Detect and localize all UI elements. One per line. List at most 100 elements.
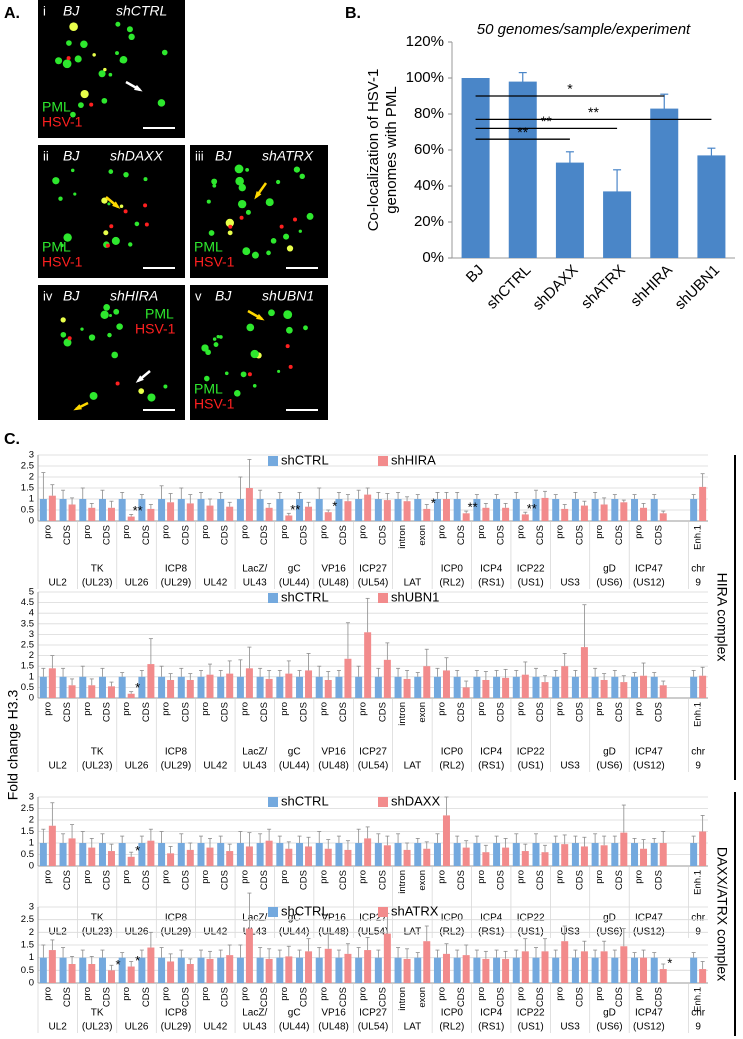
channel-label: PML xyxy=(194,381,223,397)
bar xyxy=(197,843,205,866)
bar xyxy=(364,494,372,521)
group-label: (US1) xyxy=(518,1022,544,1033)
group-label: UL2 xyxy=(49,1022,68,1033)
group-label: (UL44) xyxy=(279,578,310,589)
group-label: ICP8 xyxy=(165,1008,188,1019)
group-label: (US1) xyxy=(518,761,544,772)
bar xyxy=(245,488,253,521)
bar xyxy=(552,499,560,521)
x-tick-label: pro xyxy=(436,702,447,716)
bar xyxy=(659,513,667,521)
x-tick-label: exon xyxy=(417,702,428,723)
x-tick-label: pro xyxy=(121,525,132,539)
x-tick-label: CDS xyxy=(653,702,664,722)
group-label: ICP22 xyxy=(517,564,545,575)
x-tick-label: pro xyxy=(555,987,566,1001)
bar xyxy=(315,676,323,698)
group-label: ICP27 xyxy=(359,913,387,924)
bar xyxy=(138,499,146,521)
panel-numeral: i xyxy=(43,3,46,18)
bar xyxy=(561,508,569,521)
x-tick-label: CDS xyxy=(259,702,270,722)
bar xyxy=(217,843,225,866)
bar xyxy=(305,951,313,983)
pml-body xyxy=(119,204,124,209)
x-tick-label: pro xyxy=(239,525,250,539)
group-label: (US1) xyxy=(518,578,544,589)
pml-body xyxy=(126,26,133,33)
x-tick-label: pro xyxy=(42,702,53,716)
channel-label: HSV-1 xyxy=(42,254,83,270)
bar xyxy=(59,843,67,866)
cell-line: BJ xyxy=(215,288,232,304)
bar xyxy=(453,499,461,521)
bracket-label: HIRA complex xyxy=(714,573,730,662)
pml-body xyxy=(80,89,89,99)
legend-label: shHIRA xyxy=(391,452,436,467)
x-tick-label: pro xyxy=(318,525,329,539)
bar xyxy=(473,499,481,521)
y-tick-label: 100% xyxy=(406,69,444,86)
pml-body xyxy=(143,177,148,182)
bar xyxy=(206,958,214,983)
bar xyxy=(118,957,126,983)
bar xyxy=(423,666,431,698)
legend-swatch xyxy=(378,907,388,917)
bar xyxy=(493,957,501,983)
group-label: (UL54) xyxy=(358,578,389,589)
group-label: (RS1) xyxy=(478,578,504,589)
bar xyxy=(98,957,106,983)
significance-label: * xyxy=(135,953,140,968)
y-tick-label: 5 xyxy=(29,587,34,598)
group-label: (UL29) xyxy=(161,1022,192,1033)
pml-body xyxy=(299,173,305,180)
bar xyxy=(699,831,707,866)
legend-swatch xyxy=(378,456,388,466)
y-tick-label: 0.5 xyxy=(21,505,34,516)
group-label: (US6) xyxy=(596,761,622,772)
bar xyxy=(138,676,146,698)
legend-swatch xyxy=(268,593,278,603)
pml-body xyxy=(246,323,255,332)
bar xyxy=(532,499,540,521)
bar xyxy=(374,843,382,866)
pml-body xyxy=(63,233,72,242)
hsv-genome xyxy=(228,224,233,229)
group-label: gC xyxy=(288,564,301,575)
bar xyxy=(226,851,234,866)
pml-body xyxy=(270,238,277,244)
y-tick-label: 120% xyxy=(406,33,444,50)
pml-body xyxy=(134,221,140,227)
x-tick-label: pro xyxy=(515,702,526,716)
pml-body xyxy=(80,327,84,331)
bar xyxy=(690,957,698,983)
group-label: VP16 xyxy=(321,564,346,575)
bar xyxy=(48,668,56,698)
pml-body xyxy=(212,183,217,188)
x-tick-label: CDS xyxy=(456,870,467,890)
x-tick-label: CDS xyxy=(62,870,73,890)
x-tick-label: CDS xyxy=(653,987,664,1007)
arrow-head xyxy=(112,201,121,209)
bar xyxy=(541,497,549,521)
bar xyxy=(107,970,115,983)
bar xyxy=(461,78,490,258)
bar xyxy=(433,676,441,698)
x-tick-label: pro xyxy=(239,702,250,716)
x-tick-label: CDS xyxy=(535,525,546,545)
bar xyxy=(217,676,225,698)
group-label: ICP27 xyxy=(359,564,387,575)
bar xyxy=(561,844,569,866)
x-tick-label: CDS xyxy=(220,525,231,545)
channel-label: HSV-1 xyxy=(194,396,235,412)
bar xyxy=(561,941,569,983)
bar xyxy=(394,957,402,983)
x-tick-label: CDS xyxy=(299,702,310,722)
bar xyxy=(48,950,56,983)
y-tick-label: 1.5 xyxy=(21,661,34,672)
bar xyxy=(147,508,155,521)
hsv-genome xyxy=(89,102,94,107)
x-tick-label: pro xyxy=(200,702,211,716)
x-tick-label: pro xyxy=(161,702,172,716)
group-label: 9 xyxy=(695,1022,701,1033)
